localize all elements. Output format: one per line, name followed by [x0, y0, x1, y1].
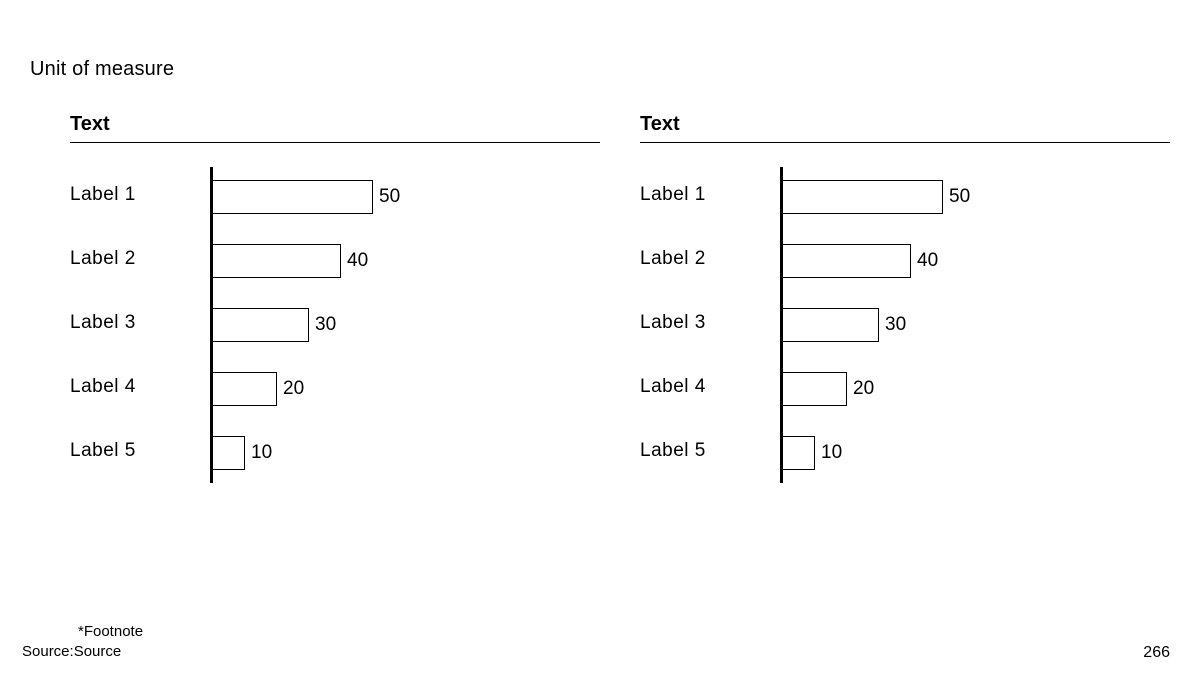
bar-label: Label 5 — [70, 440, 136, 462]
bar-rect — [783, 436, 815, 470]
bar-rect — [783, 308, 879, 342]
bar-rect — [213, 436, 245, 470]
bar-item: 50 — [213, 169, 400, 225]
charts-row: Text Label 1 Label 2 Label 3 Label 4 Lab… — [70, 113, 1170, 483]
bar-value: 20 — [853, 378, 874, 400]
bar-label: Label 1 — [70, 184, 136, 206]
bar-row: Label 5 — [640, 423, 780, 479]
unit-of-measure-label: Unit of measure — [30, 58, 1170, 81]
bar-value: 50 — [949, 186, 970, 208]
source-line: Source:Source — [22, 642, 143, 662]
bar-rect — [213, 308, 309, 342]
label-column: Label 1 Label 2 Label 3 Label 4 Label 5 — [640, 167, 780, 483]
bar-label: Label 5 — [640, 440, 706, 462]
chart-right: Text Label 1 Label 2 Label 3 Label 4 Lab… — [640, 113, 1170, 483]
chart-title: Text — [640, 113, 1170, 143]
bar-rect — [783, 372, 847, 406]
bar-row: Label 4 — [70, 359, 210, 415]
bar-row: Label 3 — [640, 295, 780, 351]
bar-rect — [213, 372, 277, 406]
chart-body: Label 1 Label 2 Label 3 Label 4 Label 5 … — [70, 167, 600, 483]
bar-row: Label 1 — [640, 167, 780, 223]
footer-block: *Footnote Source:Source — [22, 622, 143, 663]
bar-label: Label 4 — [640, 376, 706, 398]
bar-item: 10 — [783, 425, 970, 481]
slide-page: Unit of measure Text Label 1 Label 2 Lab… — [0, 0, 1200, 680]
bar-rect — [783, 244, 911, 278]
page-number: 266 — [1143, 644, 1170, 662]
bar-value: 40 — [347, 250, 368, 272]
bars-column: 50 40 30 20 10 — [780, 167, 970, 483]
bar-label: Label 4 — [70, 376, 136, 398]
bar-label: Label 1 — [640, 184, 706, 206]
bar-label: Label 2 — [640, 248, 706, 270]
bar-rect — [213, 180, 373, 214]
bar-rect — [783, 180, 943, 214]
bar-row: Label 2 — [640, 231, 780, 287]
chart-left: Text Label 1 Label 2 Label 3 Label 4 Lab… — [70, 113, 600, 483]
source-prefix: Source: — [22, 643, 74, 660]
bar-value: 20 — [283, 378, 304, 400]
bar-label: Label 3 — [640, 312, 706, 334]
bar-value: 40 — [917, 250, 938, 272]
bar-item: 30 — [213, 297, 400, 353]
bars-column: 50 40 30 20 10 — [210, 167, 400, 483]
bar-item: 50 — [783, 169, 970, 225]
bar-value: 30 — [885, 314, 906, 336]
bar-value: 30 — [315, 314, 336, 336]
footnote-text: *Footnote — [78, 622, 143, 642]
bar-item: 20 — [783, 361, 970, 417]
bar-item: 10 — [213, 425, 400, 481]
bar-value: 10 — [251, 442, 272, 464]
bar-item: 40 — [783, 233, 970, 289]
bar-row: Label 2 — [70, 231, 210, 287]
bar-item: 40 — [213, 233, 400, 289]
label-column: Label 1 Label 2 Label 3 Label 4 Label 5 — [70, 167, 210, 483]
bar-item: 20 — [213, 361, 400, 417]
chart-title: Text — [70, 113, 600, 143]
bar-row: Label 3 — [70, 295, 210, 351]
bar-row: Label 5 — [70, 423, 210, 479]
bar-label: Label 3 — [70, 312, 136, 334]
bar-value: 10 — [821, 442, 842, 464]
bar-row: Label 1 — [70, 167, 210, 223]
bar-rect — [213, 244, 341, 278]
source-value: Source — [74, 643, 122, 660]
chart-body: Label 1 Label 2 Label 3 Label 4 Label 5 … — [640, 167, 1170, 483]
bar-value: 50 — [379, 186, 400, 208]
bar-label: Label 2 — [70, 248, 136, 270]
bar-item: 30 — [783, 297, 970, 353]
bar-row: Label 4 — [640, 359, 780, 415]
